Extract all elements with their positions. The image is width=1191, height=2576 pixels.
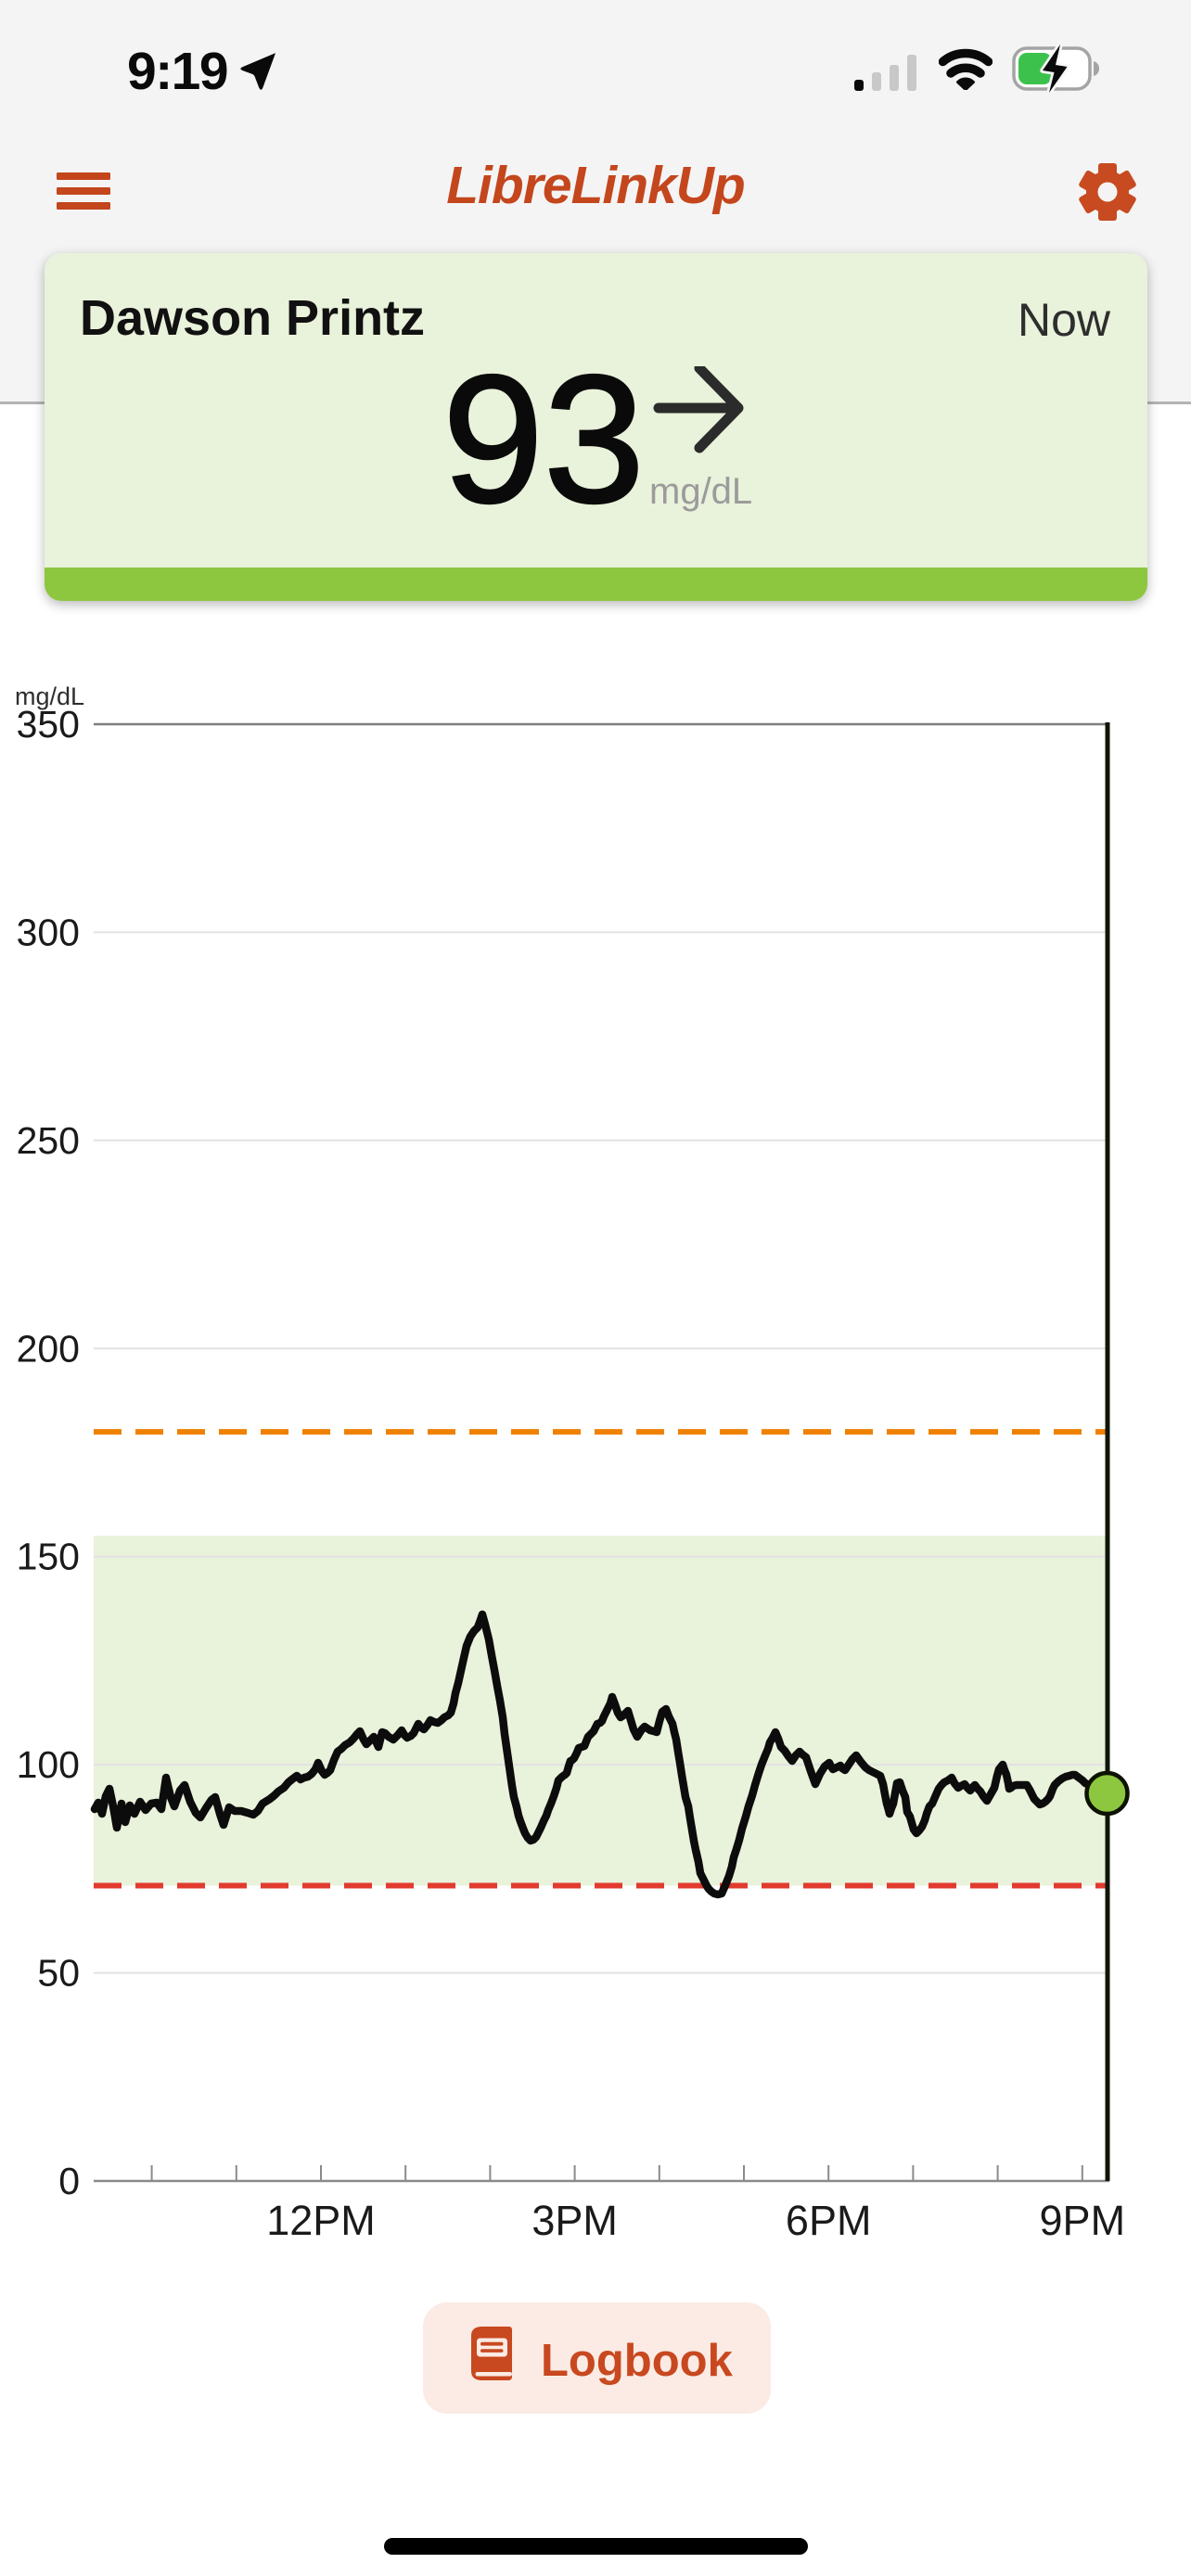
svg-text:mg/dL: mg/dL [15, 682, 84, 710]
svg-text:300: 300 [17, 911, 80, 953]
svg-text:3PM: 3PM [531, 2197, 618, 2244]
svg-text:200: 200 [17, 1327, 80, 1370]
svg-text:0: 0 [58, 2160, 80, 2202]
svg-text:6PM: 6PM [786, 2197, 872, 2244]
svg-text:12PM: 12PM [266, 2197, 376, 2244]
svg-text:250: 250 [17, 1119, 80, 1162]
svg-text:100: 100 [17, 1743, 80, 1786]
svg-text:50: 50 [37, 1952, 80, 1995]
svg-text:350: 350 [17, 703, 80, 746]
svg-text:150: 150 [17, 1536, 80, 1578]
svg-text:9PM: 9PM [1040, 2197, 1126, 2244]
